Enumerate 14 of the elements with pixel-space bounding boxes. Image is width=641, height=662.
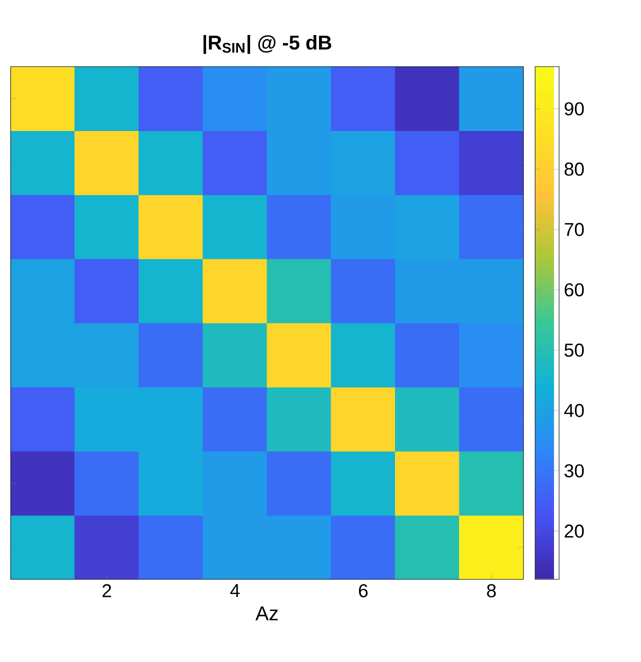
chart-title: |R$_{SIN}$| @ -5 dB: [204, 34, 332, 54]
color-bar-label: 40: [564, 404, 584, 418]
x-axis-title: Az: [256, 606, 278, 620]
color-bar-label: 50: [564, 344, 584, 357]
color-bar-label: 20: [564, 524, 584, 538]
color-bar-label: 60: [564, 283, 584, 296]
x-tick-label: 4: [230, 584, 240, 597]
color-bar-label: 90: [564, 102, 584, 116]
color-bar-label: 70: [564, 222, 584, 236]
color-bar-label: 80: [564, 162, 584, 176]
x-tick-label: 8: [487, 584, 496, 598]
color-bar-label: 30: [564, 464, 584, 478]
x-tick-label: 2: [102, 584, 112, 598]
x-tick-label: 6: [359, 584, 368, 598]
